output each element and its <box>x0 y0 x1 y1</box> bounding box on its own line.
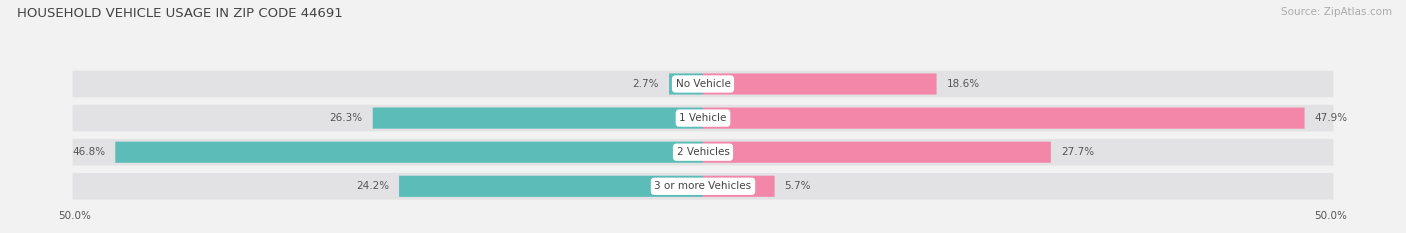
FancyBboxPatch shape <box>703 142 1050 163</box>
Text: 5.7%: 5.7% <box>785 181 811 191</box>
FancyBboxPatch shape <box>73 105 1333 131</box>
FancyBboxPatch shape <box>703 176 775 197</box>
FancyBboxPatch shape <box>73 139 1333 165</box>
Text: 2 Vehicles: 2 Vehicles <box>676 147 730 157</box>
FancyBboxPatch shape <box>373 107 703 129</box>
FancyBboxPatch shape <box>703 73 936 95</box>
Text: 2.7%: 2.7% <box>633 79 659 89</box>
Text: 3 or more Vehicles: 3 or more Vehicles <box>654 181 752 191</box>
FancyBboxPatch shape <box>399 176 703 197</box>
Text: Source: ZipAtlas.com: Source: ZipAtlas.com <box>1281 7 1392 17</box>
FancyBboxPatch shape <box>703 107 1305 129</box>
Text: 24.2%: 24.2% <box>356 181 389 191</box>
Text: 1 Vehicle: 1 Vehicle <box>679 113 727 123</box>
Text: 47.9%: 47.9% <box>1315 113 1348 123</box>
Text: HOUSEHOLD VEHICLE USAGE IN ZIP CODE 44691: HOUSEHOLD VEHICLE USAGE IN ZIP CODE 4469… <box>17 7 343 20</box>
Text: 26.3%: 26.3% <box>329 113 363 123</box>
FancyBboxPatch shape <box>73 173 1333 200</box>
FancyBboxPatch shape <box>669 73 703 95</box>
Text: 46.8%: 46.8% <box>72 147 105 157</box>
Text: 18.6%: 18.6% <box>946 79 980 89</box>
FancyBboxPatch shape <box>115 142 703 163</box>
Text: No Vehicle: No Vehicle <box>675 79 731 89</box>
FancyBboxPatch shape <box>73 71 1333 97</box>
Text: 27.7%: 27.7% <box>1062 147 1094 157</box>
